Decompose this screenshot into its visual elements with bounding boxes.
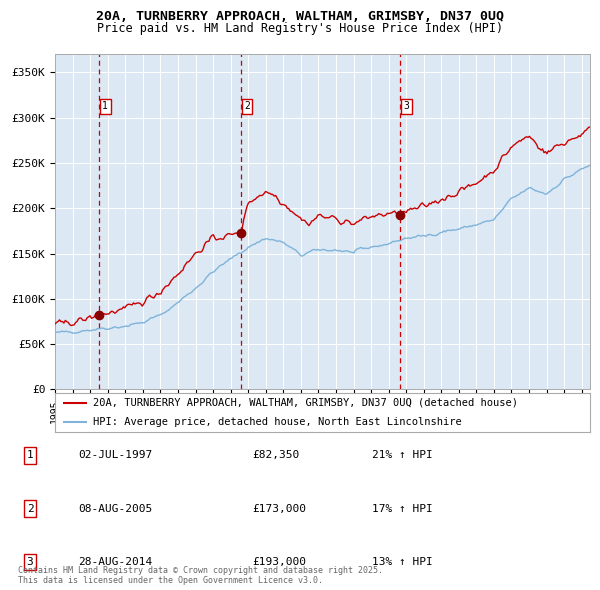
Text: 20A, TURNBERRY APPROACH, WALTHAM, GRIMSBY, DN37 0UQ: 20A, TURNBERRY APPROACH, WALTHAM, GRIMSB…: [96, 10, 504, 23]
Text: 1: 1: [26, 451, 34, 460]
Text: Price paid vs. HM Land Registry's House Price Index (HPI): Price paid vs. HM Land Registry's House …: [97, 22, 503, 35]
Text: 21% ↑ HPI: 21% ↑ HPI: [372, 451, 433, 460]
Text: £193,000: £193,000: [252, 557, 306, 566]
Text: Contains HM Land Registry data © Crown copyright and database right 2025.
This d: Contains HM Land Registry data © Crown c…: [18, 566, 383, 585]
Text: £82,350: £82,350: [252, 451, 299, 460]
Text: HPI: Average price, detached house, North East Lincolnshire: HPI: Average price, detached house, Nort…: [92, 417, 461, 427]
Text: 08-AUG-2005: 08-AUG-2005: [78, 504, 152, 513]
Text: 20A, TURNBERRY APPROACH, WALTHAM, GRIMSBY, DN37 0UQ (detached house): 20A, TURNBERRY APPROACH, WALTHAM, GRIMSB…: [92, 398, 518, 408]
Text: 02-JUL-1997: 02-JUL-1997: [78, 451, 152, 460]
Text: 3: 3: [26, 557, 34, 566]
Text: 28-AUG-2014: 28-AUG-2014: [78, 557, 152, 566]
Text: 3: 3: [403, 101, 409, 112]
Text: 17% ↑ HPI: 17% ↑ HPI: [372, 504, 433, 513]
Text: 13% ↑ HPI: 13% ↑ HPI: [372, 557, 433, 566]
Text: 1: 1: [102, 101, 108, 112]
Text: £173,000: £173,000: [252, 504, 306, 513]
Text: 2: 2: [26, 504, 34, 513]
Text: 2: 2: [244, 101, 250, 112]
